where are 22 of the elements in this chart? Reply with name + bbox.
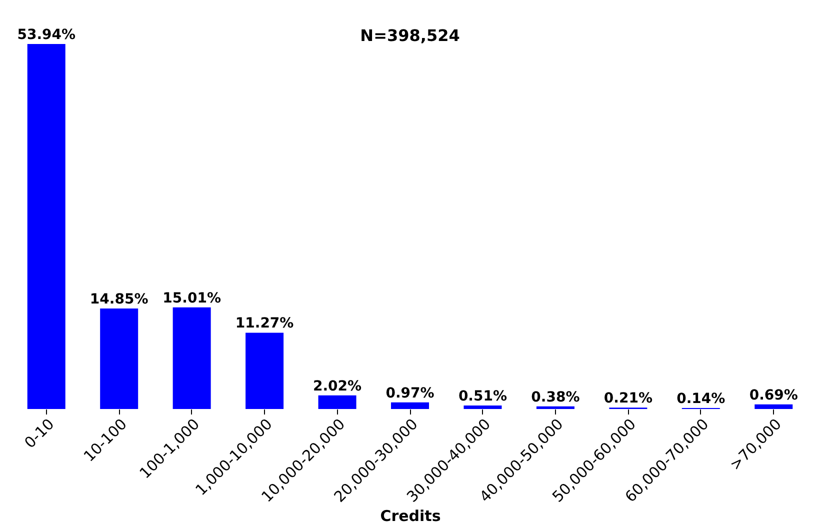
bar	[391, 402, 429, 409]
data-label: 2.02%	[312, 378, 362, 394]
data-label: 0.38%	[531, 389, 580, 406]
x-axis-title: Credits	[380, 507, 441, 526]
bar	[318, 395, 356, 409]
data-label: 11.27%	[235, 316, 294, 332]
data-label: 53.94%	[17, 27, 76, 43]
data-label: 15.01%	[162, 290, 221, 306]
bar	[536, 406, 574, 409]
data-label: 0.97%	[386, 385, 434, 402]
bar	[100, 308, 138, 409]
data-label: 0.14%	[676, 391, 726, 408]
data-label: 14.85%	[90, 292, 148, 308]
bar	[246, 332, 284, 409]
data-label: 0.21%	[604, 390, 652, 407]
bar	[464, 406, 502, 409]
data-label: 0.51%	[458, 388, 508, 405]
bar	[172, 307, 211, 409]
bar	[27, 44, 66, 409]
annotation: N=398,524	[360, 26, 460, 45]
bar	[754, 404, 793, 409]
data-label: 0.69%	[749, 387, 798, 404]
